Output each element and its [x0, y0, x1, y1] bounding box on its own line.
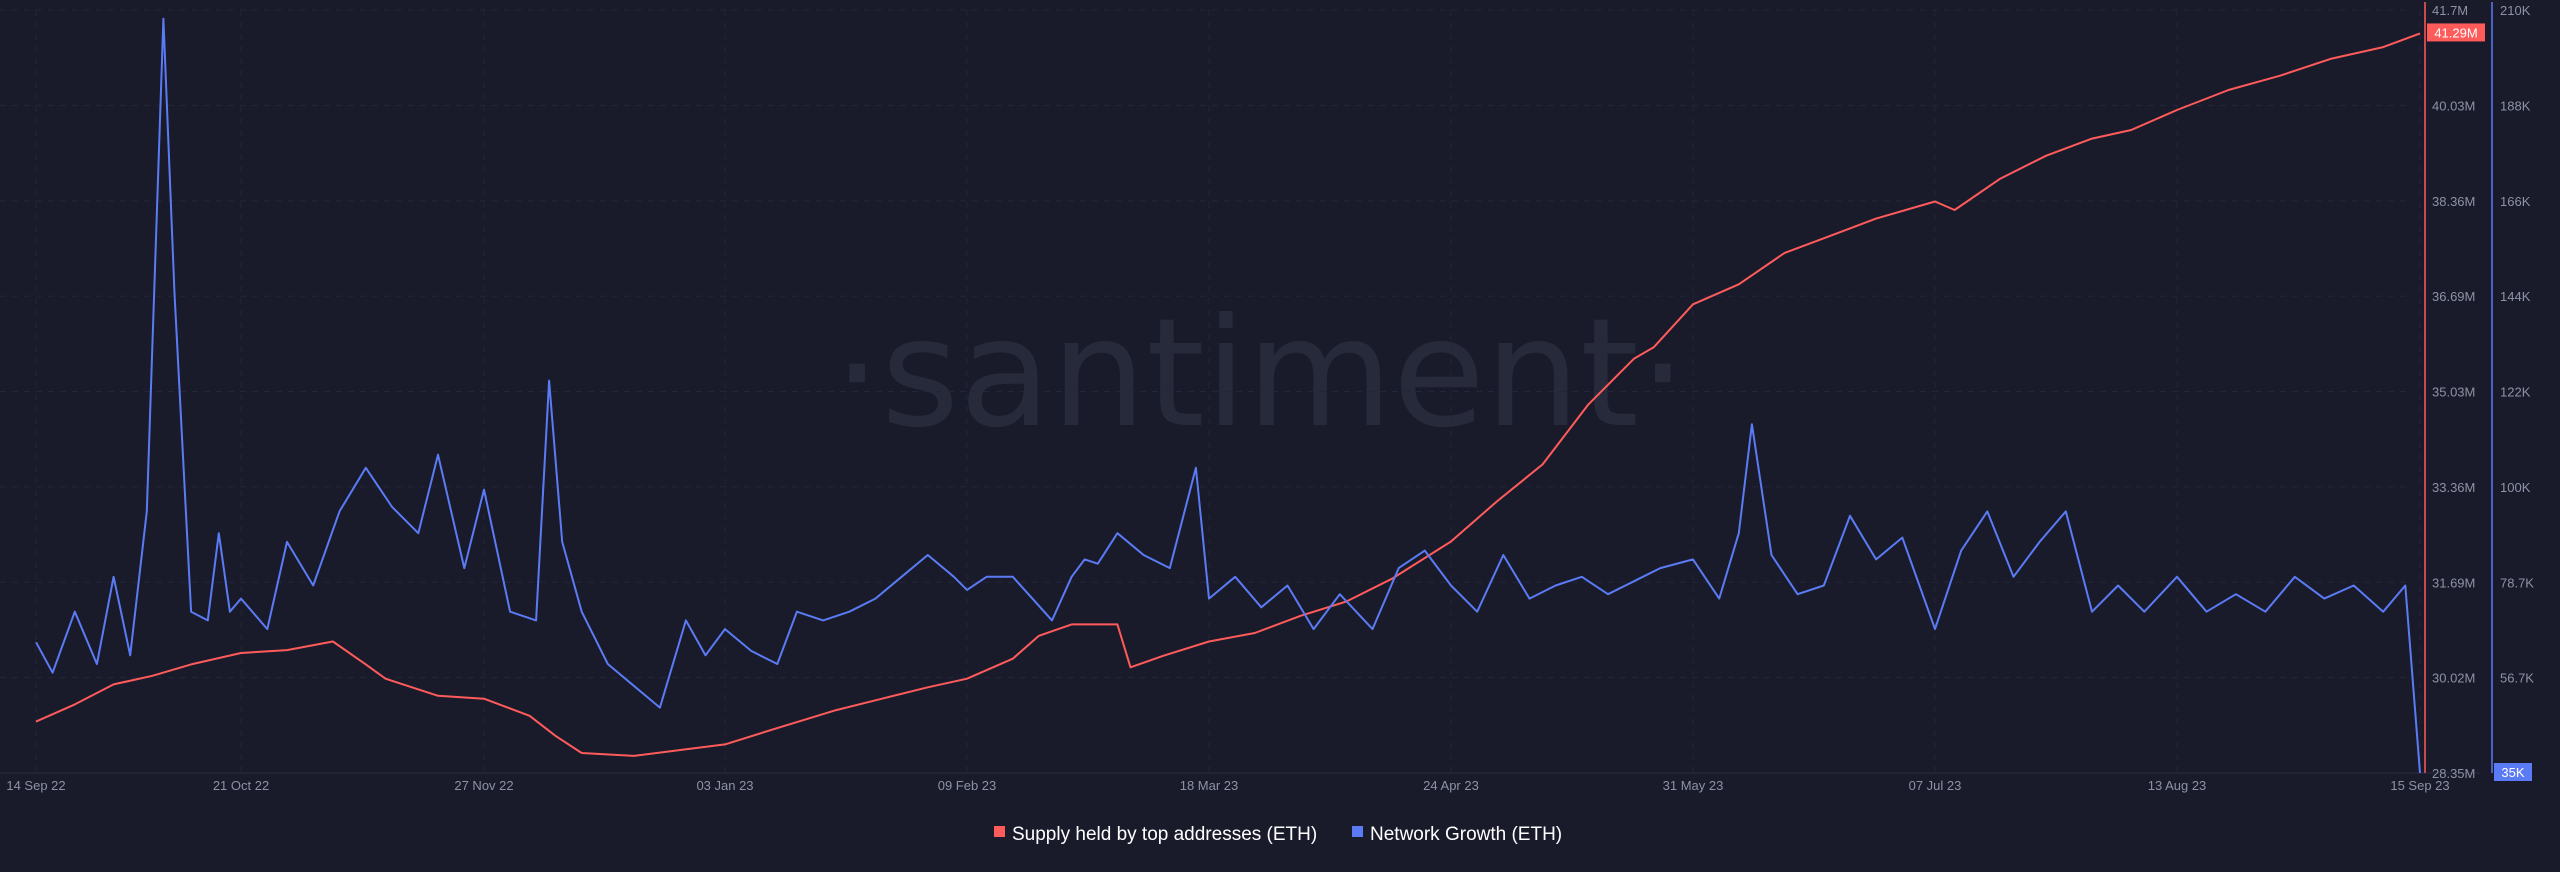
growth-axis-tick-label: 166K — [2500, 194, 2531, 209]
legend: Supply held by top addresses (ETH) Netwo… — [994, 824, 1562, 845]
x-tick-label: 31 May 23 — [1663, 778, 1724, 793]
santiment-watermark: ·santiment· — [833, 287, 1686, 461]
legend-label-supply[interactable]: Supply held by top addresses (ETH) — [1012, 824, 1317, 845]
y-axis-ticks: 41.7M 40.03M 38.36M 36.69M 35.03M 33.36M 31.69… — [2432, 3, 2534, 781]
supply-axis-tick-label: 33.36M — [2432, 480, 2475, 495]
growth-axis-tick-label: 144K — [2500, 289, 2531, 304]
growth-axis-tick-label: 56.7K — [2500, 671, 2534, 686]
growth-series-line — [35, 17, 2421, 774]
x-tick-label: 07 Jul 23 — [1909, 778, 1962, 793]
x-tick-label: 09 Feb 23 — [938, 778, 997, 793]
legend-swatch-growth — [1352, 826, 1363, 837]
supply-last-value-label: 41.29M — [2434, 25, 2477, 40]
growth-last-value-badge — [2494, 763, 2532, 781]
growth-last-value-label: 35K — [2501, 765, 2524, 780]
supply-last-value-badge — [2427, 23, 2485, 42]
supply-axis-tick-label: 31.69M — [2432, 575, 2475, 590]
growth-axis-tick-label: 122K — [2500, 385, 2531, 400]
series-layer — [35, 17, 2421, 774]
supply-axis-tick-label: 40.03M — [2432, 98, 2475, 113]
supply-axis-tick-label: 36.69M — [2432, 289, 2475, 304]
x-tick-label: 27 Nov 22 — [454, 778, 513, 793]
supply-series-line — [35, 32, 2421, 757]
x-tick-label: 03 Jan 23 — [696, 778, 753, 793]
growth-axis-tick-label: 100K — [2500, 480, 2531, 495]
x-tick-label: 18 Mar 23 — [1180, 778, 1239, 793]
x-axis-ticks: 14 Sep 22 21 Oct 22 27 Nov 22 03 Jan 23 09 F… — [6, 778, 2449, 793]
supply-axis-tick-label: 41.7M — [2432, 3, 2468, 18]
x-tick-label: 14 Sep 22 — [6, 778, 65, 793]
x-tick-label: 15 Sep 23 — [2390, 778, 2449, 793]
x-tick-label: 24 Apr 23 — [1423, 778, 1479, 793]
x-tick-label: 21 Oct 22 — [213, 778, 269, 793]
supply-axis-tick-label: 35.03M — [2432, 385, 2475, 400]
growth-axis-tick-label: 78.7K — [2500, 575, 2534, 590]
legend-swatch-supply — [994, 826, 1005, 837]
supply-axis-tick-label: 38.36M — [2432, 194, 2475, 209]
last-value-badges: 41.29M 35K — [2427, 23, 2532, 781]
axes — [0, 2, 2493, 774]
legend-label-growth[interactable]: Network Growth (ETH) — [1370, 824, 1562, 845]
supply-axis-tick-label: 28.35M — [2432, 766, 2475, 781]
x-tick-label: 13 Aug 23 — [2148, 778, 2207, 793]
growth-axis-tick-label: 210K — [2500, 3, 2531, 18]
supply-axis-tick-label: 30.02M — [2432, 671, 2475, 686]
growth-axis-tick-label: 188K — [2500, 98, 2531, 113]
